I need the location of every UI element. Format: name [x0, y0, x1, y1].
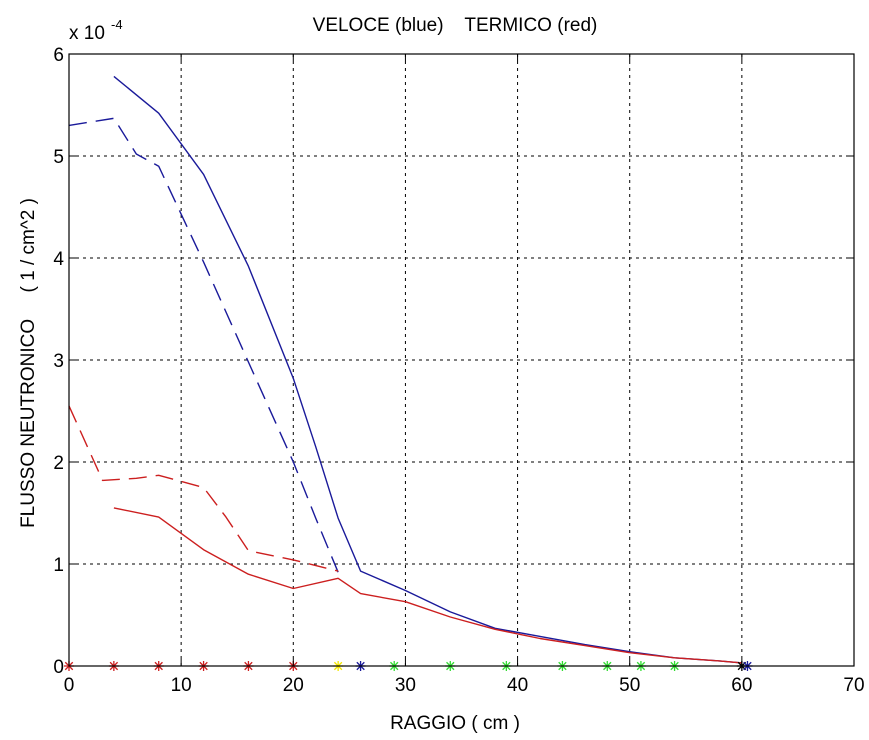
y-tick-label: 0 — [53, 657, 64, 678]
x-tick-label: 50 — [619, 675, 640, 696]
x-tick-label: 30 — [395, 675, 416, 696]
x-tick-label: 0 — [64, 675, 75, 696]
grid-lines — [69, 54, 854, 666]
x-tick-label: 10 — [171, 675, 192, 696]
red-solid-series-line — [113, 507, 742, 664]
y-tick-label: 4 — [53, 249, 64, 270]
y-exponent-power: -4 — [111, 17, 123, 32]
x-tick-label: 70 — [843, 675, 864, 696]
y-axis-label: FLUSSO NEUTRONICO ( 1 / cm^2 ) — [18, 198, 39, 528]
x-axis-label: RAGGIO ( cm ) — [390, 713, 520, 734]
x-tick-label: 60 — [731, 675, 752, 696]
y-tick-label: 3 — [53, 351, 64, 372]
y-exponent-label: x 10 — [69, 23, 105, 44]
blue-dashed-series-line — [68, 117, 339, 573]
y-tick-label: 5 — [53, 147, 64, 168]
y-tick-label: 2 — [53, 453, 64, 474]
axis-ticks — [68, 53, 855, 667]
y-tick-label: 1 — [53, 555, 64, 576]
red-dashed-series-line — [68, 405, 339, 572]
x-tick-label: 40 — [507, 675, 528, 696]
series-lines — [68, 75, 742, 664]
x-tick-label: 20 — [283, 675, 304, 696]
y-tick-label: 6 — [53, 45, 64, 66]
chart-title: VELOCE (blue) TERMICO (red) — [313, 15, 598, 36]
